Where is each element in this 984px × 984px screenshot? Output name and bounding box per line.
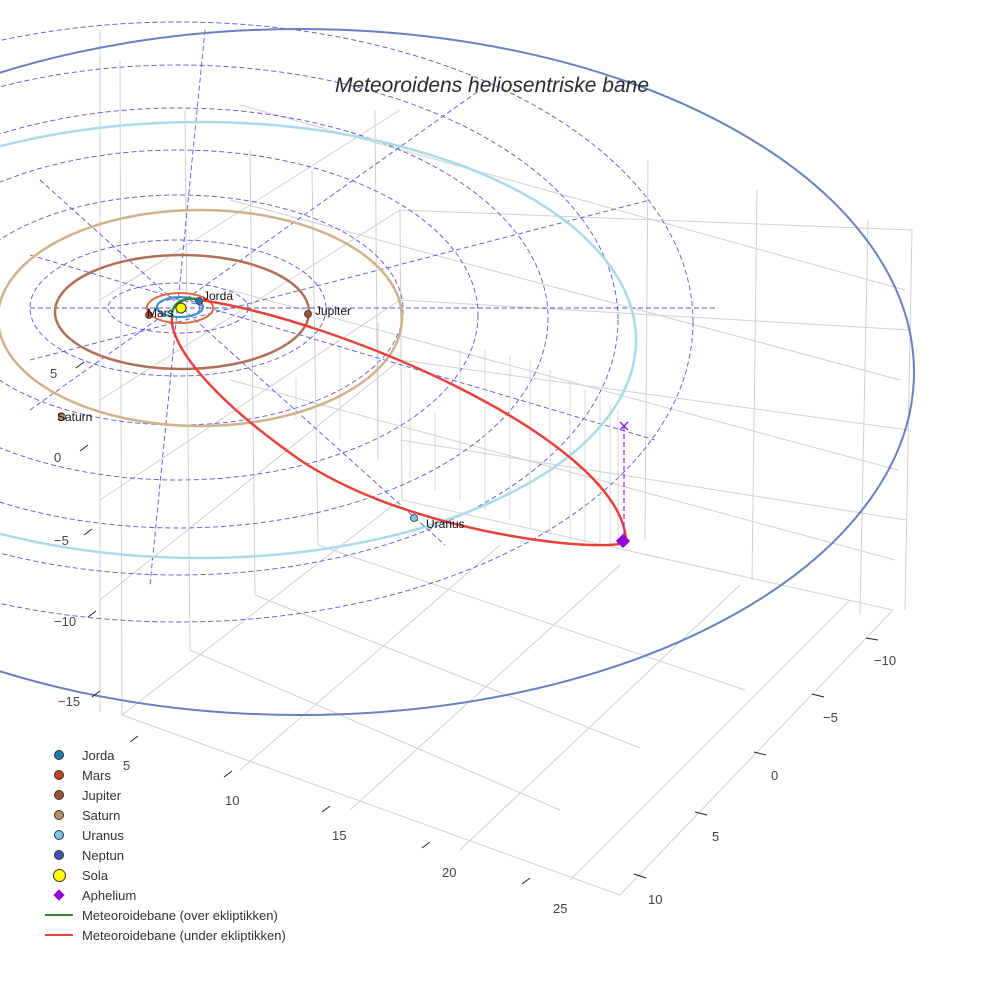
sun-marker[interactable] xyxy=(175,302,187,314)
earth-orbit xyxy=(156,296,204,318)
z-tick-5: 5 xyxy=(50,366,57,381)
chart-title: Meteoroidens heliosentriske bane xyxy=(334,74,650,97)
legend-item-aphelium[interactable]: Aphelium xyxy=(40,885,286,905)
neptune-dot-icon xyxy=(54,850,64,860)
tick-marks xyxy=(75,361,879,885)
planet-orbits xyxy=(0,28,915,716)
z-tick-0: 0 xyxy=(54,450,61,465)
y-tick-0: 0 xyxy=(771,768,778,783)
legend: Jorda Mars Jupiter Saturn Uranus Neptun … xyxy=(40,745,286,945)
x-tick-15: 15 xyxy=(332,828,346,843)
orbit-drop-lines xyxy=(295,322,619,546)
label-mars: Mars xyxy=(147,306,174,320)
label-jupiter: Jupiter xyxy=(315,304,351,318)
mars-dot-icon xyxy=(54,770,64,780)
legend-item-sola[interactable]: Sola xyxy=(40,865,286,885)
y-tick-5: 5 xyxy=(712,829,719,844)
saturn-dot-icon xyxy=(54,810,64,820)
x-tick-10: 10 xyxy=(225,793,239,808)
legend-item-uranus[interactable]: Uranus xyxy=(40,825,286,845)
legend-item-orbit-over[interactable]: Meteoroidebane (over ekliptikken) xyxy=(40,905,286,925)
legend-item-jupiter[interactable]: Jupiter xyxy=(40,785,286,805)
z-tick-neg15: −15 xyxy=(58,694,80,709)
legend-item-mars[interactable]: Mars xyxy=(40,765,286,785)
legend-item-neptun[interactable]: Neptun xyxy=(40,845,286,865)
aphelium-marker[interactable] xyxy=(615,533,631,549)
label-saturn: Saturn xyxy=(57,410,92,424)
legend-item-jorda[interactable]: Jorda xyxy=(40,745,286,765)
uranus-orbit xyxy=(0,120,638,560)
legend-item-orbit-under[interactable]: Meteoroidebane (under ekliptikken) xyxy=(40,925,286,945)
aphelium-projection-x-icon xyxy=(619,421,629,431)
x-tick-25: 25 xyxy=(553,901,567,916)
z-tick-neg5: −5 xyxy=(54,533,69,548)
earth-marker[interactable] xyxy=(195,297,203,305)
diamond-icon xyxy=(53,889,65,901)
meteoroid-orbit-under xyxy=(170,298,628,547)
y-tick-10: 10 xyxy=(648,892,662,907)
jupiter-dot-icon xyxy=(54,790,64,800)
z-tick-neg10: −10 xyxy=(54,614,76,629)
sun-dot-icon xyxy=(52,868,66,882)
x-tick-5: 5 xyxy=(123,758,130,773)
y-tick-neg5: −5 xyxy=(823,710,838,725)
jupiter-marker[interactable] xyxy=(304,310,312,318)
red-line-icon xyxy=(45,934,73,936)
y-tick-neg10: −10 xyxy=(874,653,896,668)
mars-marker[interactable] xyxy=(145,311,153,319)
mars-orbit xyxy=(146,292,214,324)
green-line-icon xyxy=(45,914,73,916)
label-jorda: Jorda xyxy=(203,289,233,303)
earth-dot-icon xyxy=(54,750,64,760)
saturn-orbit xyxy=(0,208,404,428)
ecliptic-polar-grid xyxy=(0,21,718,623)
uranus-marker[interactable] xyxy=(410,514,418,522)
neptune-orbit xyxy=(0,28,915,716)
label-uranus: Uranus xyxy=(426,517,465,531)
saturn-marker[interactable] xyxy=(58,413,66,421)
uranus-dot-icon xyxy=(54,830,64,840)
x-tick-20: 20 xyxy=(442,865,456,880)
legend-item-saturn[interactable]: Saturn xyxy=(40,805,286,825)
